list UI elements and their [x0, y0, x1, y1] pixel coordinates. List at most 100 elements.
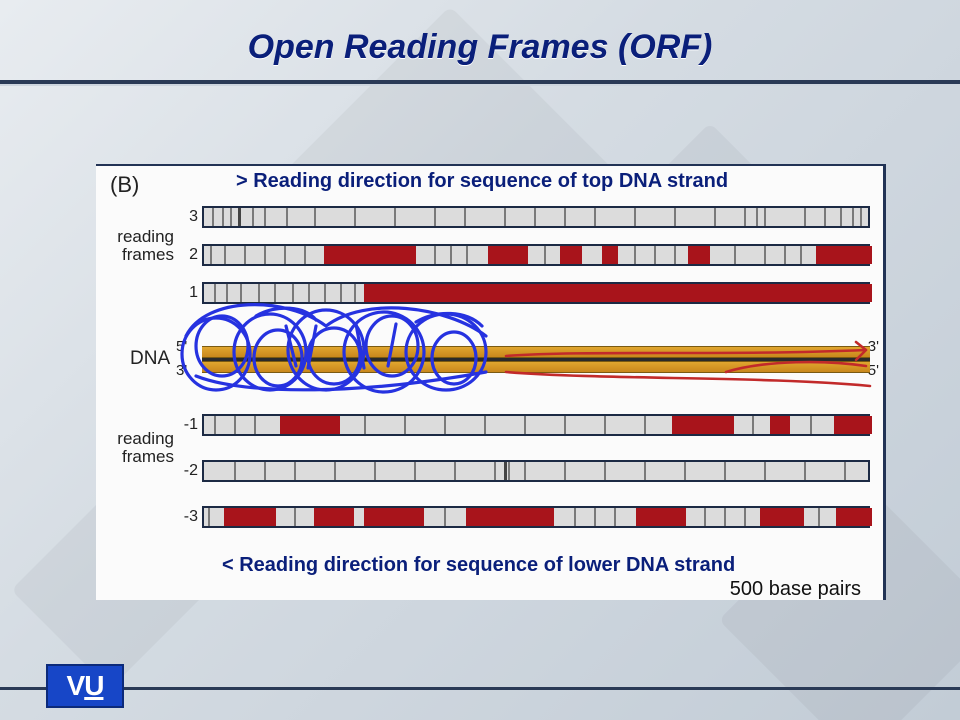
- tick: [804, 462, 806, 480]
- tick: [264, 246, 266, 264]
- tick: [634, 208, 636, 226]
- orf-block: [602, 246, 618, 264]
- caption-bottom: < Reading direction for sequence of lowe…: [222, 554, 735, 577]
- tick: [674, 208, 676, 226]
- scale-label: 500 base pairs: [730, 578, 861, 601]
- tick-dark: [238, 208, 241, 226]
- orf-block: [688, 246, 710, 264]
- tick: [752, 416, 754, 434]
- tick: [704, 508, 706, 526]
- tick: [744, 208, 746, 226]
- side-label-bottom: reading frames: [102, 430, 174, 466]
- tick: [234, 462, 236, 480]
- tick: [464, 208, 466, 226]
- tick: [444, 508, 446, 526]
- tick: [450, 246, 452, 264]
- tick: [374, 462, 376, 480]
- tick: [234, 416, 236, 434]
- tick: [394, 208, 396, 226]
- tick: [804, 208, 806, 226]
- tick: [860, 208, 862, 226]
- tick: [244, 246, 246, 264]
- tick: [534, 208, 536, 226]
- orf-block: [834, 416, 872, 434]
- tick: [734, 246, 736, 264]
- frame-number: 1: [178, 284, 198, 302]
- tick: [564, 462, 566, 480]
- frame-number: 3: [178, 208, 198, 226]
- tick: [800, 246, 802, 264]
- tick: [274, 284, 276, 302]
- tick: [604, 416, 606, 434]
- tick: [284, 246, 286, 264]
- orf-block: [636, 508, 686, 526]
- tick: [764, 246, 766, 264]
- tick: [644, 462, 646, 480]
- caption-top: > Reading direction for sequence of top …: [236, 170, 728, 193]
- tick: [334, 462, 336, 480]
- frame-number: -3: [178, 508, 198, 526]
- tick: [354, 284, 356, 302]
- orf-block: [488, 246, 528, 264]
- tick: [684, 462, 686, 480]
- tick: [508, 462, 510, 480]
- tick: [604, 462, 606, 480]
- orf-block: [324, 246, 416, 264]
- tick: [434, 208, 436, 226]
- title-rule: [0, 80, 960, 84]
- tick: [214, 416, 216, 434]
- tick: [454, 462, 456, 480]
- tick: [824, 208, 826, 226]
- tick: [254, 416, 256, 434]
- frame-number: -2: [178, 462, 198, 480]
- tick: [564, 416, 566, 434]
- tick: [286, 208, 288, 226]
- tick: [414, 462, 416, 480]
- tick: [840, 208, 842, 226]
- tick: [544, 246, 546, 264]
- tick: [340, 284, 342, 302]
- tick: [484, 416, 486, 434]
- orf-block: [560, 246, 582, 264]
- tick: [240, 284, 242, 302]
- tick: [214, 284, 216, 302]
- tick: [674, 246, 676, 264]
- tick: [222, 208, 224, 226]
- tick: [784, 246, 786, 264]
- tick: [644, 416, 646, 434]
- orf-block: [364, 508, 424, 526]
- tick: [210, 246, 212, 264]
- orf-block: [280, 416, 340, 434]
- tick: [844, 462, 846, 480]
- tick: [314, 208, 316, 226]
- orf-track-plus3: [202, 206, 870, 228]
- tick: [466, 246, 468, 264]
- orf-track-minus1: [202, 414, 870, 436]
- tick: [308, 284, 310, 302]
- frame-number: -1: [178, 416, 198, 434]
- tick: [224, 246, 226, 264]
- tick: [324, 284, 326, 302]
- tick: [434, 246, 436, 264]
- tick: [564, 208, 566, 226]
- tick: [744, 508, 746, 526]
- tick: [524, 462, 526, 480]
- dna-label: DNA: [130, 348, 170, 370]
- tick: [654, 246, 656, 264]
- tick: [264, 208, 266, 226]
- tick: [252, 208, 254, 226]
- footer-rule: [0, 687, 960, 690]
- tick-dark: [504, 462, 507, 480]
- tick: [494, 462, 496, 480]
- dna-strand-bottom: [202, 361, 870, 373]
- tick: [756, 208, 758, 226]
- vu-logo: VU: [46, 664, 124, 708]
- tick: [524, 416, 526, 434]
- orf-block: [836, 508, 872, 526]
- orf-block: [770, 416, 790, 434]
- tick: [614, 508, 616, 526]
- tick: [294, 462, 296, 480]
- tick: [304, 246, 306, 264]
- tick: [852, 208, 854, 226]
- tick: [354, 208, 356, 226]
